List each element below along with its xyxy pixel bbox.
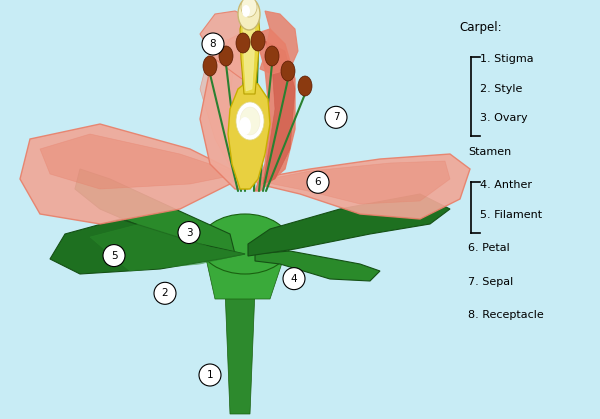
Text: 5: 5 bbox=[110, 251, 118, 261]
Text: 2: 2 bbox=[161, 288, 169, 298]
Polygon shape bbox=[40, 134, 240, 189]
Polygon shape bbox=[205, 254, 285, 299]
Polygon shape bbox=[228, 81, 270, 189]
Text: 3: 3 bbox=[185, 228, 193, 238]
Polygon shape bbox=[200, 29, 255, 189]
Ellipse shape bbox=[238, 0, 260, 30]
Ellipse shape bbox=[242, 5, 250, 17]
Ellipse shape bbox=[219, 46, 233, 66]
Ellipse shape bbox=[236, 102, 264, 140]
Text: 4: 4 bbox=[290, 274, 298, 284]
Ellipse shape bbox=[203, 56, 217, 76]
Text: 1: 1 bbox=[206, 370, 214, 380]
Polygon shape bbox=[263, 41, 295, 184]
Circle shape bbox=[154, 282, 176, 304]
Polygon shape bbox=[225, 289, 255, 414]
Circle shape bbox=[103, 245, 125, 266]
Text: 1. Stigma: 1. Stigma bbox=[480, 54, 533, 65]
Text: 6: 6 bbox=[314, 177, 322, 187]
Ellipse shape bbox=[298, 76, 312, 96]
Ellipse shape bbox=[239, 117, 251, 135]
Polygon shape bbox=[50, 219, 245, 274]
Text: Stamen: Stamen bbox=[468, 147, 511, 157]
Circle shape bbox=[307, 171, 329, 193]
Text: 7. Sepal: 7. Sepal bbox=[468, 277, 513, 287]
Ellipse shape bbox=[251, 31, 265, 51]
Circle shape bbox=[202, 33, 224, 55]
Polygon shape bbox=[243, 11, 255, 91]
Circle shape bbox=[178, 222, 200, 243]
Text: 8: 8 bbox=[209, 39, 217, 49]
Ellipse shape bbox=[200, 214, 290, 274]
Text: 8. Receptacle: 8. Receptacle bbox=[468, 310, 544, 320]
Text: 6. Petal: 6. Petal bbox=[468, 243, 510, 253]
Polygon shape bbox=[255, 154, 470, 219]
Text: 2. Style: 2. Style bbox=[480, 84, 523, 94]
Polygon shape bbox=[20, 124, 240, 224]
Polygon shape bbox=[90, 224, 245, 271]
Text: 4. Anther: 4. Anther bbox=[480, 180, 532, 190]
Circle shape bbox=[283, 268, 305, 290]
Text: 7: 7 bbox=[332, 112, 340, 122]
Polygon shape bbox=[75, 169, 235, 254]
Polygon shape bbox=[255, 29, 295, 191]
Polygon shape bbox=[240, 7, 260, 94]
Polygon shape bbox=[248, 194, 450, 256]
Text: 5. Filament: 5. Filament bbox=[480, 210, 542, 220]
Ellipse shape bbox=[241, 0, 257, 17]
Polygon shape bbox=[260, 11, 298, 74]
Text: 3. Ovary: 3. Ovary bbox=[480, 113, 527, 123]
Polygon shape bbox=[200, 11, 258, 79]
Circle shape bbox=[325, 106, 347, 128]
Ellipse shape bbox=[281, 61, 295, 81]
Ellipse shape bbox=[236, 33, 250, 53]
Polygon shape bbox=[255, 251, 380, 281]
Text: Carpel:: Carpel: bbox=[459, 21, 502, 34]
Polygon shape bbox=[200, 39, 243, 179]
Circle shape bbox=[199, 364, 221, 386]
Polygon shape bbox=[258, 161, 450, 204]
Ellipse shape bbox=[240, 107, 260, 135]
Ellipse shape bbox=[265, 46, 279, 66]
